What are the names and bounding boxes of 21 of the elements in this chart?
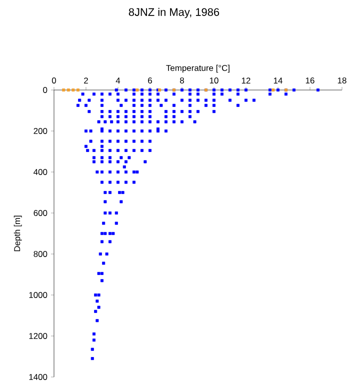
y-axis-title: Depth [m] (14, 216, 22, 252)
x-tick-label: 6 (148, 77, 152, 84)
y-tick-label: 1400 (29, 374, 48, 380)
y-tick-label: 600 (34, 210, 48, 216)
x-tick-label: 4 (116, 78, 120, 84)
x-tick-label: 18 (338, 77, 346, 84)
y-tick-label: 200 (34, 128, 48, 134)
y-tick-label: 1200 (29, 333, 48, 339)
x-tick-label: 8 (180, 77, 184, 84)
y-tick-label: 0 (43, 87, 48, 93)
x-tick-label: 2 (84, 78, 88, 84)
x-tick-label: 14 (274, 78, 282, 84)
chart-title: 8JNZ in May, 1986 (128, 8, 220, 18)
x-axis-title: Temperature [°C] (166, 64, 230, 73)
x-tick-label: 12 (242, 78, 250, 84)
y-tick-label: 1000 (29, 292, 48, 298)
x-tick-label: 16 (306, 77, 314, 84)
x-tick-label: 10 (210, 77, 218, 84)
x-tick-label: 0 (52, 77, 56, 84)
y-tick-label: 400 (34, 169, 48, 175)
y-tick-label: 800 (34, 251, 48, 257)
